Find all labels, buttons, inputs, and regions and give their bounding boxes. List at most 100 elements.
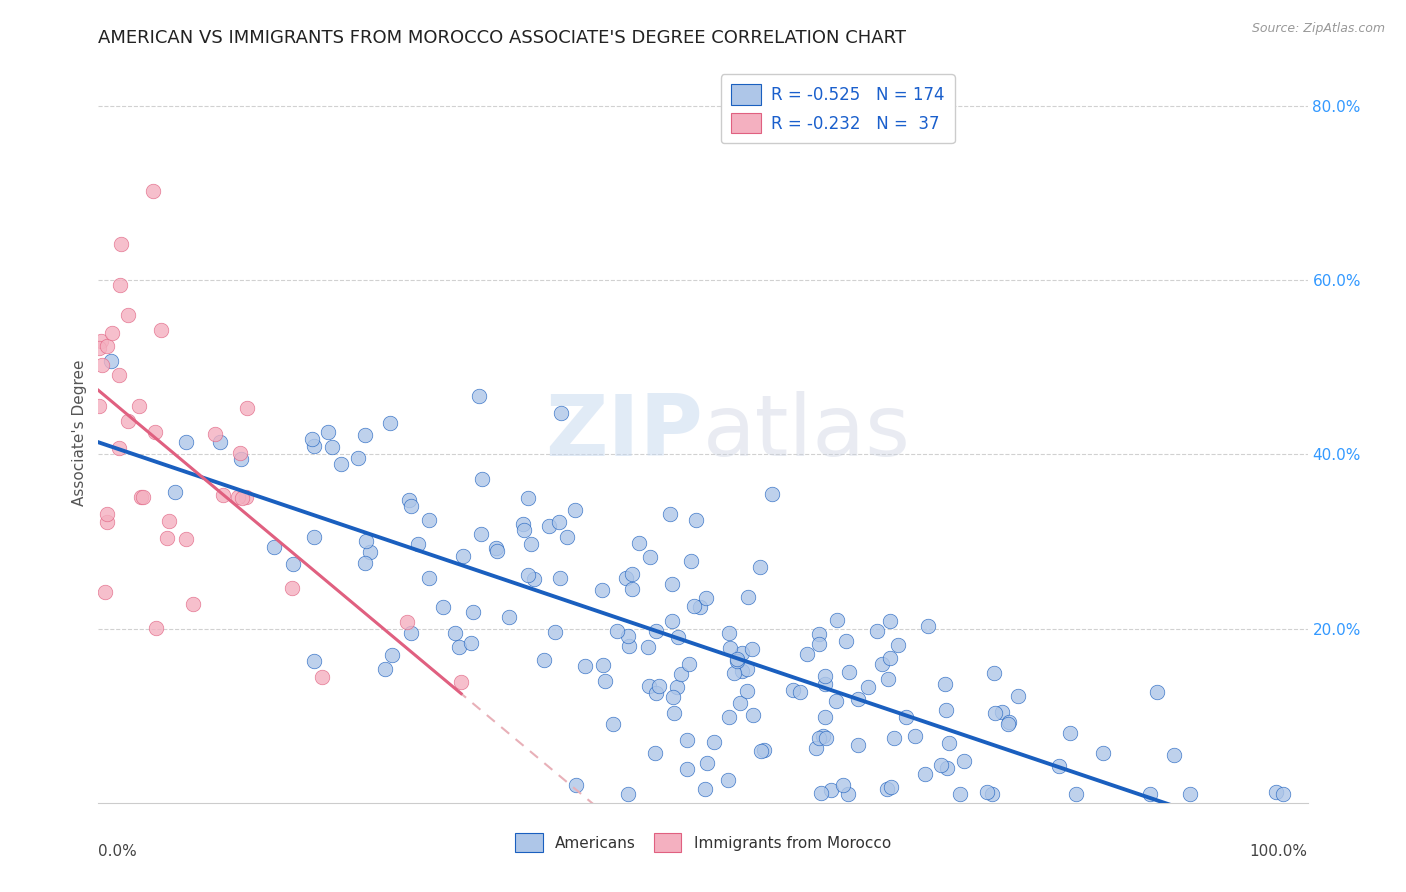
- Point: [226, 490, 249, 504]
- Point: [107, 441, 129, 455]
- Point: [894, 710, 917, 724]
- Point: [1064, 787, 1087, 801]
- Point: [614, 571, 637, 585]
- Point: [398, 492, 420, 507]
- Point: [1047, 758, 1070, 772]
- Point: [451, 549, 474, 564]
- Point: [814, 668, 837, 682]
- Point: [548, 515, 571, 529]
- Point: [592, 658, 614, 673]
- Point: [1146, 685, 1168, 699]
- Point: [997, 717, 1019, 731]
- Text: 0.0%: 0.0%: [98, 844, 138, 858]
- Point: [555, 530, 578, 544]
- Point: [498, 609, 520, 624]
- Point: [231, 491, 253, 505]
- Point: [879, 614, 901, 628]
- Point: [725, 652, 748, 666]
- Point: [87, 399, 110, 413]
- Point: [914, 766, 936, 780]
- Point: [523, 572, 546, 586]
- Point: [174, 532, 197, 546]
- Point: [620, 566, 643, 581]
- Point: [678, 657, 700, 671]
- Point: [835, 634, 858, 648]
- Point: [513, 523, 536, 537]
- Point: [814, 710, 837, 724]
- Point: [748, 559, 770, 574]
- Point: [676, 762, 699, 776]
- Point: [550, 405, 572, 419]
- Point: [662, 706, 685, 720]
- Point: [229, 451, 252, 466]
- Point: [110, 237, 132, 252]
- Point: [741, 642, 763, 657]
- Point: [301, 432, 323, 446]
- Point: [460, 636, 482, 650]
- Point: [606, 624, 628, 638]
- Point: [637, 640, 659, 654]
- Point: [263, 540, 285, 554]
- Point: [132, 490, 155, 504]
- Point: [789, 684, 811, 698]
- Point: [471, 472, 494, 486]
- Point: [808, 731, 831, 746]
- Text: Source: ZipAtlas.com: Source: ZipAtlas.com: [1251, 22, 1385, 36]
- Point: [281, 581, 304, 595]
- Point: [696, 756, 718, 770]
- Point: [108, 278, 131, 293]
- Point: [752, 743, 775, 757]
- Point: [1163, 747, 1185, 762]
- Point: [808, 627, 831, 641]
- Point: [824, 694, 846, 708]
- Point: [236, 401, 259, 415]
- Point: [737, 590, 759, 604]
- Point: [537, 519, 560, 533]
- Point: [156, 531, 179, 545]
- Point: [593, 674, 616, 689]
- Point: [904, 729, 927, 743]
- Point: [512, 516, 534, 531]
- Text: ZIP: ZIP: [546, 391, 703, 475]
- Point: [145, 621, 167, 635]
- Point: [353, 428, 375, 442]
- Point: [204, 427, 226, 442]
- Point: [399, 626, 422, 640]
- Point: [87, 341, 110, 355]
- Point: [761, 487, 783, 501]
- Point: [998, 714, 1021, 729]
- Point: [837, 787, 859, 801]
- Point: [516, 491, 538, 505]
- Point: [90, 334, 112, 348]
- Point: [938, 736, 960, 750]
- Point: [374, 662, 396, 676]
- Point: [354, 556, 377, 570]
- Point: [399, 499, 422, 513]
- Point: [117, 309, 139, 323]
- Text: AMERICAN VS IMMIGRANTS FROM MOROCCO ASSOCIATE'S DEGREE CORRELATION CHART: AMERICAN VS IMMIGRANTS FROM MOROCCO ASSO…: [98, 29, 907, 47]
- Point: [129, 491, 152, 505]
- Point: [354, 534, 377, 549]
- Point: [730, 696, 752, 710]
- Point: [717, 773, 740, 788]
- Point: [150, 324, 173, 338]
- Point: [574, 658, 596, 673]
- Point: [143, 425, 166, 439]
- Point: [917, 619, 939, 633]
- Point: [820, 782, 842, 797]
- Point: [406, 537, 429, 551]
- Point: [211, 488, 233, 502]
- Point: [142, 184, 165, 198]
- Point: [346, 451, 368, 466]
- Point: [695, 782, 717, 797]
- Point: [302, 654, 325, 668]
- Point: [378, 416, 401, 430]
- Point: [1272, 787, 1295, 801]
- Point: [731, 664, 754, 678]
- Point: [838, 665, 860, 679]
- Point: [564, 503, 586, 517]
- Y-axis label: Associate's Degree: Associate's Degree: [72, 359, 87, 506]
- Point: [883, 731, 905, 746]
- Point: [302, 439, 325, 453]
- Point: [91, 359, 114, 373]
